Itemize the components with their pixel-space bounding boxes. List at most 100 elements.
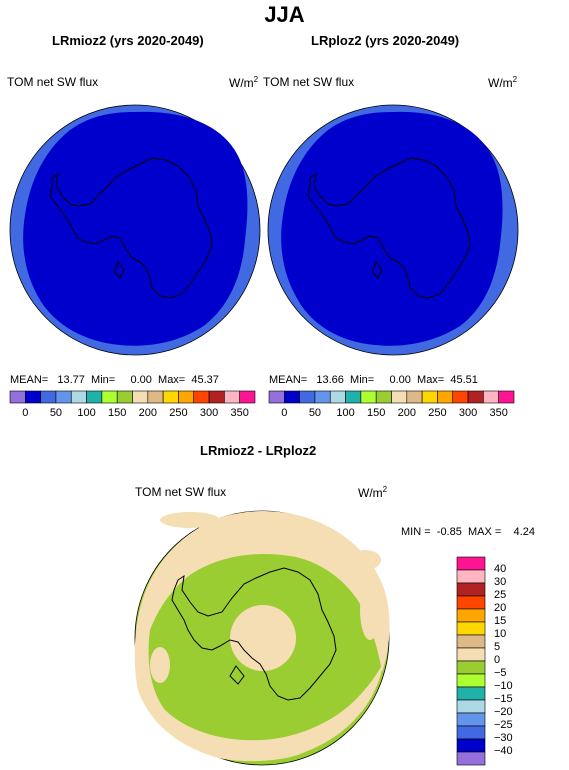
colorbar-tick-label: 0 (281, 407, 288, 419)
polar-map-diff (134, 510, 390, 766)
colorbar-cell (498, 390, 515, 404)
colorbar-cell (86, 390, 103, 404)
colorbar-tick-label: 0 (494, 654, 501, 666)
colorbar-cell (55, 390, 72, 404)
inner-region-left (23, 111, 248, 346)
colorbar-tick-label: 300 (199, 407, 219, 419)
diff-beige-center (230, 605, 296, 671)
colorbar-diff-ticks: 40 30 25 20 15 10 5 0 −5 −10 −15 −20 −25 −30 −40 (492, 557, 532, 765)
colorbar-cell (162, 390, 179, 404)
colorbar-tick-label: 50 (49, 407, 63, 419)
diff-unit: W/m2 (358, 485, 388, 500)
colorbar-tick-label: 150 (367, 407, 386, 419)
panel-right-unit: W/m2 (488, 75, 518, 90)
page-title: JJA (264, 2, 305, 27)
colorbar-cell (268, 390, 285, 404)
colorbar-cell (224, 390, 240, 404)
colorbar-tick-label: 10 (494, 628, 507, 640)
colorbar-cell (360, 390, 377, 404)
colorbar-cell (452, 390, 469, 404)
colorbar-cell (456, 712, 486, 727)
colorbar-cell (456, 738, 486, 753)
diff-patch (150, 647, 170, 683)
colorbar-tick-label: 0 (22, 407, 29, 419)
colorbar-cell (116, 390, 133, 404)
colorbar-cell (456, 660, 486, 675)
colorbar-cell (25, 390, 41, 404)
colorbar-tick-label: 350 (489, 407, 508, 419)
colorbar-tick-label: 15 (494, 615, 507, 627)
colorbar-cell (456, 608, 486, 623)
colorbar-cell (456, 699, 486, 714)
colorbar-cell (239, 390, 256, 404)
colorbar-tick-label: 20 (494, 602, 507, 614)
colorbar-cell (456, 634, 486, 649)
diff-variable: TOM net SW flux (135, 485, 227, 499)
antarctica-coastline-right (307, 157, 471, 299)
colorbar-tick-label: −40 (494, 745, 513, 757)
colorbar-tick-label: 200 (397, 407, 416, 419)
colorbar-cell (456, 569, 486, 584)
colorbar-tick-label: 50 (308, 407, 322, 419)
panel-left-variable: TOM net SW flux (7, 75, 99, 89)
colorbar-tick-label: −30 (494, 732, 513, 744)
colorbar-cell (456, 647, 486, 662)
colorbar-tick-label: −10 (494, 680, 513, 692)
colorbar-tick-label: 25 (494, 589, 507, 601)
colorbar-cell (208, 390, 225, 404)
colorbar-cell (467, 390, 484, 404)
colorbar-tick-label: 100 (77, 407, 96, 419)
colorbar-cell (406, 390, 423, 404)
colorbar-cell (314, 390, 331, 404)
colorbar-tick-label: 40 (494, 563, 507, 575)
colorbar-cell (456, 686, 486, 701)
colorbar-diff (456, 556, 486, 766)
polar-map-right (267, 104, 519, 356)
polar-map-left (9, 104, 261, 356)
colorbar-tick-label: −25 (494, 719, 513, 731)
colorbar-tick-label: 100 (336, 407, 355, 419)
panel-right-title: LRploz2 (yrs 2020-2049) (311, 33, 460, 48)
colorbar-right-ticks: 0 50 100 150 200 250 300 350 (269, 407, 514, 421)
colorbar-cell (437, 390, 454, 404)
colorbar-tick-label: 250 (428, 407, 447, 419)
panel-right-stats: MEAN= 13.66 Min= 0.00 Max= 45.51 (269, 374, 478, 386)
colorbar-cell (456, 582, 486, 597)
colorbar-cell (284, 390, 300, 404)
panel-left-stats: MEAN= 13.77 Min= 0.00 Max= 45.37 (10, 374, 219, 386)
colorbar-tick-label: −15 (494, 693, 513, 705)
colorbar-tick-label: −20 (494, 706, 513, 718)
colorbar-cell (178, 390, 195, 404)
colorbar-cell (391, 390, 408, 404)
colorbar-tick-label: 200 (138, 407, 157, 419)
panel-right-variable: TOM net SW flux (263, 75, 355, 89)
colorbar-cell (9, 390, 26, 404)
colorbar-tick-label: 5 (494, 641, 501, 653)
colorbar-right (268, 390, 515, 404)
colorbar-left-ticks: 0 50 100 150 200 250 300 350 (10, 407, 255, 421)
colorbar-tick-label: 250 (169, 407, 188, 419)
antarctica-coastline-left (49, 157, 213, 299)
diff-patch (349, 550, 381, 570)
colorbar-tick-label: 30 (494, 576, 507, 588)
colorbar-tick-label: 150 (108, 407, 127, 419)
diff-stats: MIN = -0.85 MAX = 4.24 (401, 526, 535, 538)
colorbar-cell (456, 725, 486, 740)
diff-title: LRmioz2 - LRploz2 (200, 443, 317, 458)
colorbar-tick-label: 350 (230, 407, 249, 419)
colorbar-cell (299, 390, 316, 404)
colorbar-left (9, 390, 256, 404)
colorbar-cell (132, 390, 149, 404)
antarctica-coastline-diff (171, 567, 337, 701)
inner-region-right (281, 111, 503, 346)
panel-left-unit: W/m2 (229, 75, 259, 90)
colorbar-cell (329, 390, 346, 404)
colorbar-cell (483, 390, 499, 404)
colorbar-cell (456, 673, 486, 688)
colorbar-cell (456, 556, 486, 571)
colorbar-cell (421, 390, 438, 404)
colorbar-cell (456, 595, 486, 610)
colorbar-cell (70, 390, 87, 404)
colorbar-cell (345, 390, 362, 404)
colorbar-cell (456, 751, 486, 766)
